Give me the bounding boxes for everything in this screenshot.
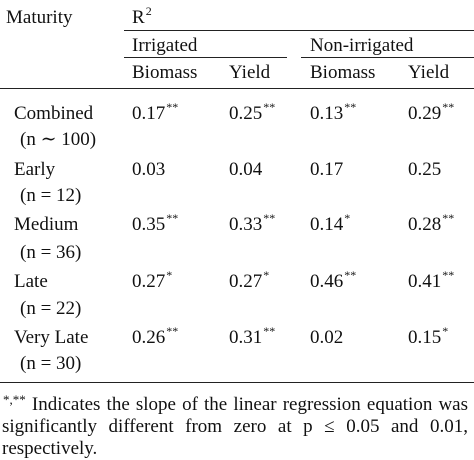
rule-under-irrigated: [124, 57, 287, 58]
cell-early-irr-biomass: 0.03: [132, 159, 166, 180]
header-maturity: Maturity: [6, 7, 73, 28]
cell-combined-irr-yield: 0.25**: [229, 100, 276, 124]
rule-header-bottom: [0, 88, 474, 89]
row-combined-n: (n ∼ 100): [20, 129, 97, 150]
header-irrigated-yield: Yield: [229, 62, 271, 83]
row-combined-label: Combined: [14, 103, 94, 124]
row-late-n: (n = 22): [20, 298, 82, 319]
cell-very-late-nonirr-biomass: 0.02: [310, 327, 344, 348]
header-irrigated-biomass: Biomass: [132, 62, 198, 83]
cell-late-nonirr-yield: 0.41**: [408, 268, 455, 292]
row-late-label: Late: [14, 271, 48, 292]
cell-medium-irr-biomass: 0.35**: [132, 211, 179, 235]
header-non-irrigated: Non-irrigated: [310, 35, 414, 56]
cell-very-late-nonirr-yield: 0.15*: [408, 324, 449, 348]
row-early-label: Early: [14, 159, 56, 180]
header-non-irrigated-yield: Yield: [408, 62, 450, 83]
row-early-n: (n = 12): [20, 185, 82, 206]
rule-table-bottom: [0, 382, 474, 383]
footnote-marks: *,**: [3, 392, 26, 407]
cell-medium-nonirr-biomass: 0.14*: [310, 211, 351, 235]
row-very-late-n: (n = 30): [20, 353, 82, 374]
header-irrigated: Irrigated: [132, 35, 198, 56]
footnote-text: Indicates the slope of the linear regres…: [2, 394, 468, 459]
header-r2-exponent: 2: [145, 4, 152, 18]
cell-late-irr-biomass: 0.27*: [132, 268, 173, 292]
cell-late-irr-yield: 0.27*: [229, 268, 270, 292]
cell-combined-nonirr-biomass: 0.13**: [310, 100, 357, 124]
cell-combined-irr-biomass: 0.17**: [132, 100, 179, 124]
row-medium-n: (n = 36): [20, 242, 82, 263]
table-footnote: *,** Indicates the slope of the linear r…: [2, 392, 468, 460]
header-r2: R2: [132, 5, 152, 28]
rule-under-non-irrigated: [301, 57, 474, 58]
cell-late-nonirr-biomass: 0.46**: [310, 268, 357, 292]
cell-very-late-irr-yield: 0.31**: [229, 324, 276, 348]
cell-very-late-irr-biomass: 0.26**: [132, 324, 179, 348]
rule-under-r2: [124, 30, 474, 31]
cell-medium-irr-yield: 0.33**: [229, 211, 276, 235]
header-non-irrigated-biomass: Biomass: [310, 62, 376, 83]
cell-medium-nonirr-yield: 0.28**: [408, 211, 455, 235]
header-r2-base: R: [132, 7, 145, 28]
row-medium-label: Medium: [14, 214, 79, 235]
row-very-late-label: Very Late: [14, 327, 89, 348]
cell-combined-nonirr-yield: 0.29**: [408, 100, 455, 124]
cell-early-nonirr-biomass: 0.17: [310, 159, 344, 180]
cell-early-irr-yield: 0.04: [229, 159, 263, 180]
cell-early-nonirr-yield: 0.25: [408, 159, 442, 180]
